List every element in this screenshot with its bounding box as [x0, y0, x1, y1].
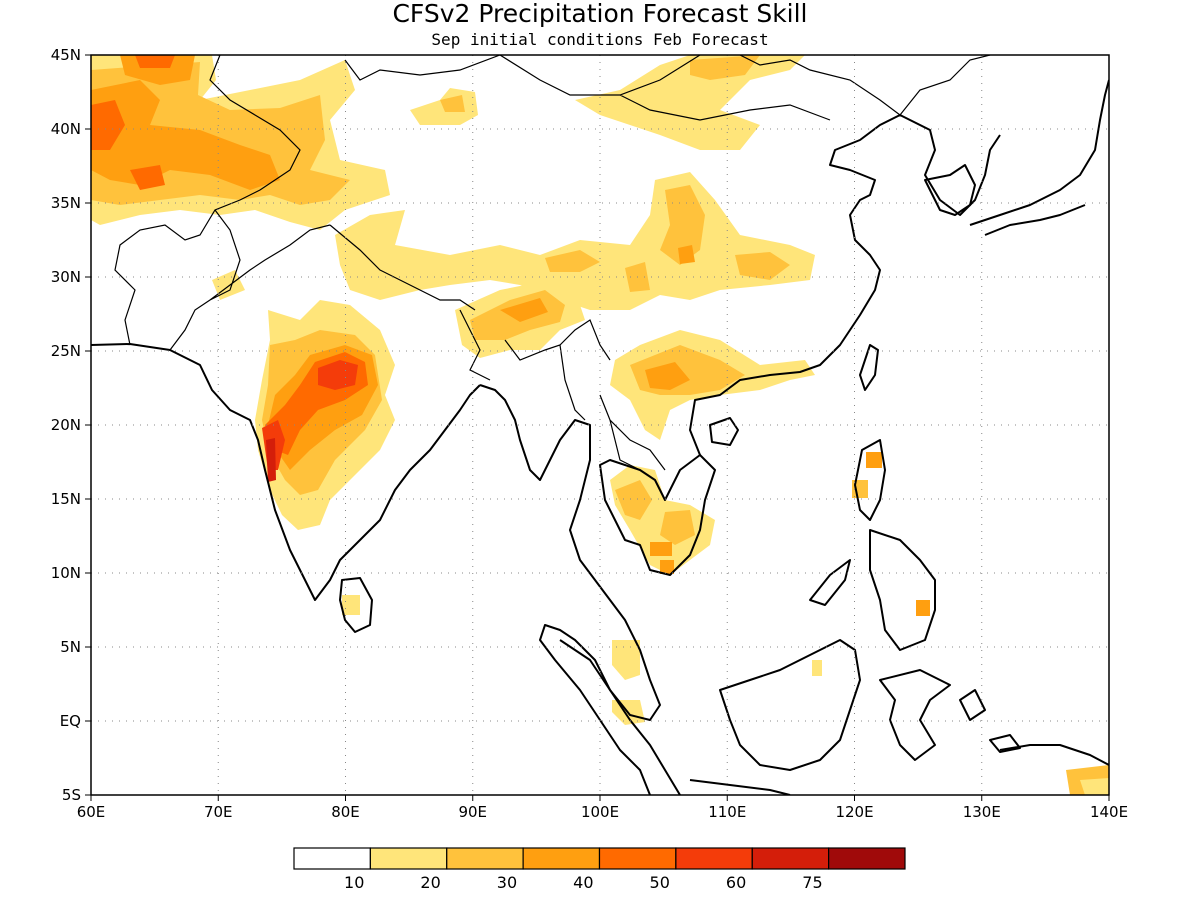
coastline-hainan: [709, 417, 739, 446]
skill-shade-indochina: [615, 480, 652, 520]
coastline-indochina: [599, 454, 716, 576]
coastline-india: [91, 343, 481, 601]
colorbar-tick-label: 30: [497, 873, 517, 892]
lon-tick-label: 90E: [458, 803, 487, 821]
skill-shade-central-asia: [135, 55, 175, 68]
colorbar-swatch: [293, 847, 371, 870]
skill-shade-small: [440, 95, 465, 112]
skill-shade-ne-india: [500, 298, 548, 322]
coastline-java-sea: [689, 779, 791, 795]
colorbar-tick-label: 75: [802, 873, 822, 892]
colorbar-swatch: [446, 847, 524, 870]
skill-shade-indochina: [660, 510, 695, 545]
skill-shade-new-guinea: [1080, 778, 1109, 795]
skill-shade-central-india: [266, 438, 276, 482]
country-borders: [114, 55, 991, 471]
skill-shade-nw-china: [575, 55, 805, 150]
colorbar-swatch: [828, 847, 906, 870]
skill-shade-philippines: [866, 452, 882, 468]
lat-axis: 45N 40N 35N 30N 25N 20N 15N 10N 5N EQ 5S: [51, 46, 91, 804]
coastline-sri-lanka: [339, 577, 373, 633]
lat-tick-label: 25N: [51, 342, 81, 360]
coastline-sumatra: [559, 639, 681, 795]
lon-tick-label: 120E: [835, 803, 873, 821]
lon-tick-label: 70E: [204, 803, 233, 821]
lat-tick-label: 5N: [60, 638, 81, 656]
coastline-luzon: [854, 439, 886, 521]
coastline-maluku: [959, 689, 1021, 753]
lon-tick-label: 100E: [581, 803, 619, 821]
lat-tick-label: 40N: [51, 120, 81, 138]
colorbar-swatch: [751, 847, 830, 870]
border-lines: [114, 55, 991, 471]
skill-shade-central-asia: [91, 100, 125, 150]
lon-tick-label: 140E: [1090, 803, 1128, 821]
lat-tick-label: 20N: [51, 416, 81, 434]
lat-tick-label: 35N: [51, 194, 81, 212]
colorbar-swatch: [522, 847, 601, 870]
coastline-bay-of-bengal: [479, 384, 661, 795]
skill-shade-tibet: [660, 185, 705, 265]
lat-tick-label: EQ: [60, 712, 81, 730]
chart-subtitle: Sep initial conditions Feb Forecast: [431, 30, 768, 49]
skill-shade-philippines: [812, 660, 822, 676]
coastline-philippines: [869, 529, 936, 651]
skill-shade-tibet: [545, 250, 600, 272]
lat-tick-label: 5S: [62, 786, 81, 804]
skill-shade-nw-china: [690, 55, 760, 80]
colorbar-swatch: [369, 847, 448, 870]
coastline-china: [689, 114, 1001, 456]
lon-axis: 60E 70E 80E 90E 100E 110E 120E 130E 140E: [77, 795, 1128, 821]
chart-title: CFSv2 Precipitation Forecast Skill: [392, 0, 807, 28]
colorbar-swatch: [598, 847, 677, 870]
lat-tick-label: 30N: [51, 268, 81, 286]
skill-shade-central-asia: [91, 80, 280, 190]
coastlines: [91, 79, 1109, 795]
coastline-sulawesi: [879, 669, 951, 761]
coastline-borneo: [719, 639, 861, 771]
skill-shade-tibet: [678, 245, 695, 264]
lon-tick-label: 60E: [77, 803, 106, 821]
lon-tick-label: 110E: [708, 803, 746, 821]
lon-tick-label: 80E: [331, 803, 360, 821]
skill-shade-indochina: [650, 542, 672, 556]
skill-shade-central-india: [318, 360, 358, 390]
skill-shade-malaya: [342, 595, 360, 615]
skill-shade-tibet: [735, 252, 790, 280]
map-panel: [91, 55, 1109, 795]
lat-tick-label: 45N: [51, 46, 81, 64]
colorbar-tick-label: 20: [420, 873, 440, 892]
colorbar-tick-label: 60: [726, 873, 746, 892]
lat-tick-label: 10N: [51, 564, 81, 582]
coastline-taiwan: [859, 344, 879, 391]
skill-field: [91, 55, 1109, 795]
skill-shade-malaya: [612, 640, 640, 680]
skill-shade-philippines: [916, 600, 930, 616]
colorbar-tick-label: 10: [344, 873, 364, 892]
map-gridlines: [91, 55, 1109, 795]
coastline-japan: [984, 204, 1086, 236]
coastline-japan: [969, 79, 1109, 226]
skill-shade-indochina: [660, 560, 674, 574]
colorbar-tick-label: 40: [573, 873, 593, 892]
skill-shade-south-china: [645, 362, 690, 390]
lat-tick-label: 15N: [51, 490, 81, 508]
colorbar-swatch: [675, 847, 753, 870]
colorbar-tick-label: 50: [650, 873, 670, 892]
colorbar: 10 20 30 40 50 60 75: [293, 847, 906, 892]
lon-tick-label: 130E: [963, 803, 1001, 821]
coastline-korea: [924, 164, 976, 216]
coastline-palawan: [809, 559, 851, 606]
skill-shade-central-asia: [130, 165, 165, 190]
